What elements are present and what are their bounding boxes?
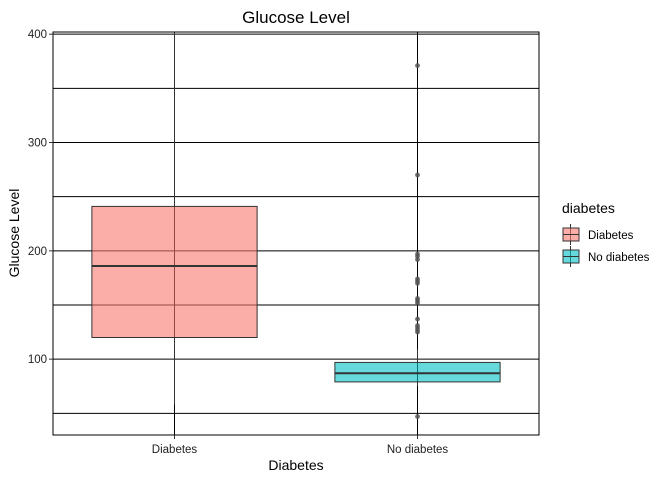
plot-border [52,31,540,436]
y-tick-label: 400 [28,29,47,41]
box-group [91,32,258,405]
box-body [91,205,258,338]
y-tick-label: 300 [28,138,47,150]
y-tick-label: 100 [28,354,47,366]
y-axis-title: Glucose Level [6,189,22,278]
y-tick-label: 200 [28,246,47,258]
outlier-point [415,296,420,301]
legend-key [562,224,580,245]
x-tick-label: Diabetes [152,444,198,456]
outlier-point [415,172,420,178]
outlier-point [415,276,420,282]
box-group [334,63,501,419]
legend-label: Diabetes [588,230,634,242]
legend-title: diabetes [562,200,615,216]
outlier-point [415,414,420,419]
box-body [334,361,501,383]
x-tick-label: No diabetes [387,444,449,456]
x-axis-title: Diabetes [268,457,323,473]
legend-label: No diabetes [588,252,650,264]
legend-key [562,246,580,267]
outlier-point [415,316,420,322]
outlier-point [415,251,420,257]
chart-title: Glucose Level [242,8,350,27]
outlier-point [415,63,420,68]
outlier-point [415,323,420,328]
legend: diabetes Diabetes No diabetes [562,200,650,267]
